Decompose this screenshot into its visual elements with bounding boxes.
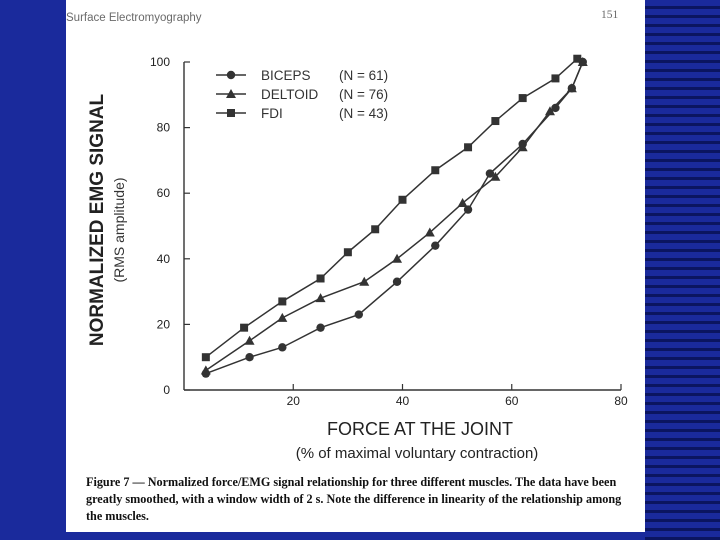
legend-marker-biceps: [226, 70, 236, 80]
data-point-fdi: [573, 54, 582, 63]
data-point-deltoid: [544, 106, 555, 116]
data-point-fdi: [491, 117, 500, 126]
data-point-biceps: [316, 323, 325, 332]
data-point-deltoid: [457, 198, 468, 208]
legend-label-deltoid: DELTOID: [261, 87, 319, 102]
data-point-biceps: [551, 103, 560, 113]
y-tick-label: 100: [150, 55, 170, 69]
emg-chart: NORMALIZED EMG SIGNAL (RMS amplitude) 0 2…: [87, 54, 628, 462]
legend-count-fdi: (N = 43): [339, 106, 388, 121]
data-point-deltoid: [315, 293, 326, 303]
y-axis-title: NORMALIZED EMG SIGNAL: [87, 93, 108, 346]
left-background-band: [0, 0, 66, 540]
y-tick-label: 80: [157, 121, 171, 135]
running-header: Surface Electromyography: [66, 12, 202, 24]
y-axis-subtitle: (RMS amplitude): [111, 177, 127, 282]
caption-lead: Figure 7 — Normalized force/EMG signal r…: [86, 475, 513, 489]
data-point-fdi: [518, 94, 527, 103]
data-point-deltoid: [200, 365, 211, 375]
data-point-biceps: [354, 310, 363, 319]
data-point-deltoid: [244, 335, 255, 345]
data-point-biceps: [463, 205, 473, 214]
striped-right-border: [645, 0, 720, 540]
data-point-deltoid: [359, 276, 370, 286]
data-point-deltoid: [424, 227, 435, 237]
legend-item-deltoid: DELTOID (N = 76): [216, 87, 388, 102]
series-line-fdi: [205, 58, 578, 358]
legend-item-biceps: BICEPS (N = 61): [216, 68, 388, 83]
x-axis-title: FORCE AT THE JOINT: [327, 419, 513, 439]
series-fdi: [201, 54, 582, 362]
y-tick-label: 40: [157, 252, 171, 266]
y-tick-label: 20: [157, 317, 171, 331]
data-point-fdi: [371, 225, 380, 234]
data-point-fdi: [316, 274, 325, 283]
legend: BICEPS (N = 61) DELTOID (N = 76) FDI (N = 43): [216, 68, 388, 121]
data-point-fdi: [398, 195, 407, 204]
data-point-deltoid: [392, 253, 403, 263]
data-point-deltoid: [517, 142, 528, 152]
data-point-fdi: [464, 143, 473, 152]
legend-count-deltoid: (N = 76): [339, 87, 388, 102]
y-tick-labels: 0 20 40 60 80 100: [150, 55, 170, 397]
data-point-biceps: [431, 241, 440, 250]
series-layer: [200, 54, 588, 378]
data-point-deltoid: [577, 57, 588, 66]
x-tick-label: 80: [614, 394, 628, 408]
data-point-deltoid: [490, 171, 501, 181]
data-point-fdi: [343, 248, 352, 257]
axes: [183, 61, 622, 391]
y-axis-title-group: NORMALIZED EMG SIGNAL (RMS amplitude): [87, 93, 127, 346]
page-number: 151: [601, 9, 619, 21]
y-tick-label: 60: [157, 186, 171, 200]
x-tick-label: 20: [287, 394, 301, 408]
data-point-biceps: [278, 343, 287, 352]
data-point-fdi: [431, 166, 440, 175]
legend-item-fdi: FDI (N = 43): [216, 106, 388, 121]
y-tick-label: 0: [163, 383, 170, 397]
series-deltoid: [200, 57, 588, 375]
legend-marker-deltoid: [226, 89, 236, 98]
x-axis-subtitle: (% of maximal voluntary contraction): [296, 445, 539, 462]
data-point-biceps: [485, 169, 495, 178]
caption-body: The data have been greatly smoothed, wit…: [86, 475, 622, 523]
legend-label-fdi: FDI: [261, 106, 283, 121]
data-point-deltoid: [566, 83, 577, 93]
data-point-fdi: [240, 323, 249, 332]
legend-marker-fdi: [227, 109, 235, 117]
legend-label-biceps: BICEPS: [261, 68, 311, 83]
series-biceps: [201, 57, 587, 378]
legend-count-biceps: (N = 61): [339, 68, 388, 83]
data-point-biceps: [245, 353, 254, 362]
x-tick-label: 40: [396, 394, 410, 408]
data-point-deltoid: [277, 312, 288, 322]
data-point-fdi: [201, 353, 210, 362]
figure-caption: Figure 7 — Normalized force/EMG signal r…: [86, 474, 630, 525]
data-point-biceps: [392, 277, 402, 286]
document-page: Surface Electromyography 151 NORMALIZED …: [66, 0, 645, 532]
x-tick-labels: 20 40 60 80: [287, 394, 628, 408]
x-tick-label: 60: [505, 394, 519, 408]
data-point-fdi: [551, 74, 560, 83]
data-point-fdi: [278, 297, 287, 306]
